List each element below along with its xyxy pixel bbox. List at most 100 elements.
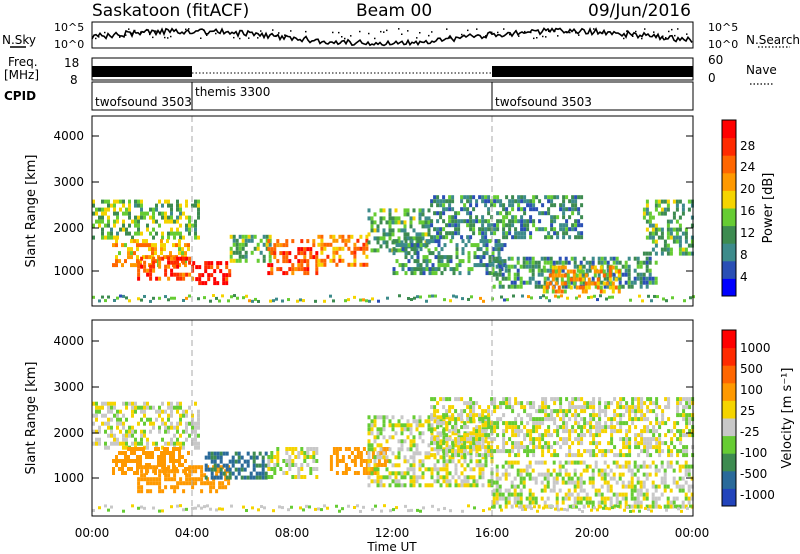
velocity-cell <box>258 463 262 468</box>
noise-search-dot <box>131 32 133 35</box>
velocity-cell <box>406 423 410 428</box>
velocity-cell <box>520 417 524 422</box>
velocity-cell <box>559 401 563 406</box>
velocity-cell <box>667 405 671 410</box>
velocity-cell <box>397 419 401 424</box>
velocity-cell <box>267 459 271 463</box>
power-cell <box>514 219 518 224</box>
velocity-cell <box>570 476 574 481</box>
velocity-cell <box>684 472 688 477</box>
power-cell <box>565 207 569 212</box>
velocity-cell <box>603 496 607 501</box>
power-cell <box>373 236 377 241</box>
velocity-cell <box>362 467 366 471</box>
power-cell <box>588 264 592 269</box>
power-cell <box>472 223 476 228</box>
power-cell <box>197 215 200 220</box>
power-cell <box>469 223 473 228</box>
velocity-cell <box>122 433 125 438</box>
power-cell <box>407 296 410 300</box>
velocity-cell <box>412 443 416 448</box>
power-cell <box>460 219 464 224</box>
power-cell <box>170 296 173 300</box>
velocity-cell <box>523 425 527 430</box>
power-cbar-tick-28: 28 <box>740 139 755 153</box>
velocity-cell <box>436 401 440 406</box>
velocity-cell <box>661 441 665 446</box>
power-cell <box>526 203 530 208</box>
velocity-cell <box>636 504 640 509</box>
velocity-cell <box>531 496 535 501</box>
power-cell <box>315 251 319 256</box>
power-cell <box>251 299 254 303</box>
power-cell <box>608 285 612 290</box>
velocity-cell <box>493 405 497 410</box>
velocity-cell <box>670 441 674 446</box>
velocity-cell <box>511 441 515 446</box>
velocity-cell <box>113 433 116 438</box>
velocity-cell <box>684 468 688 473</box>
velocity-cell <box>688 405 692 410</box>
power-cell <box>497 247 501 252</box>
power-cell <box>526 223 530 228</box>
velocity-cell <box>648 504 652 509</box>
power-cell <box>161 235 164 240</box>
velocity-cell <box>308 505 311 509</box>
velocity-cell <box>412 439 416 444</box>
power-cell <box>262 254 266 259</box>
velocity-cell <box>227 481 231 486</box>
velocity-cell <box>604 405 608 410</box>
velocity-cell <box>427 419 431 424</box>
power-cell <box>648 231 652 236</box>
power-cell <box>575 285 579 290</box>
velocity-cell <box>613 425 617 430</box>
velocity-cell <box>163 451 166 455</box>
velocity-cell <box>552 468 556 473</box>
velocity-cell <box>538 405 542 410</box>
power-cell <box>107 199 110 204</box>
power-cell <box>388 236 392 241</box>
velocity-cell <box>646 405 650 410</box>
power-cell <box>427 248 431 253</box>
velocity-cell <box>92 429 95 434</box>
noise-search-dot <box>146 28 148 31</box>
velocity-cell <box>176 437 179 442</box>
velocity-cell <box>448 409 452 414</box>
velocity-cell <box>305 504 308 508</box>
velocity-cell <box>487 433 491 438</box>
power-cell <box>207 265 211 270</box>
velocity-cell <box>554 507 557 511</box>
power-cell <box>540 268 544 273</box>
power-cell <box>443 243 447 248</box>
velocity-cell <box>636 500 640 505</box>
power-cell <box>232 242 236 247</box>
velocity-cell <box>580 405 584 410</box>
velocity-cell <box>365 459 369 463</box>
velocity-cell <box>170 441 173 446</box>
power-cell <box>130 263 133 268</box>
noise-search-dot <box>248 37 250 39</box>
velocity-cell <box>580 409 584 414</box>
power-cell <box>510 256 514 261</box>
power-cell <box>495 276 499 281</box>
velocity-cell <box>516 460 520 465</box>
power-cell <box>178 243 181 248</box>
velocity-cell <box>619 429 623 434</box>
power-cell <box>457 223 461 228</box>
velocity-cell <box>430 397 434 402</box>
velocity-cell <box>146 465 150 470</box>
velocity-cell <box>524 507 527 511</box>
velocity-cell <box>445 425 449 430</box>
power-cell <box>485 239 489 244</box>
velocity-cell <box>445 467 449 472</box>
velocity-cell <box>170 437 173 442</box>
power-cell <box>467 259 471 264</box>
power-cell <box>463 219 467 224</box>
velocity-cell <box>442 479 446 484</box>
velocity-cell <box>496 421 500 426</box>
power-cell <box>452 271 456 276</box>
velocity-cell <box>197 413 200 418</box>
power-cell <box>173 296 176 300</box>
velocity-cell <box>418 467 422 472</box>
power-cell <box>142 239 145 244</box>
